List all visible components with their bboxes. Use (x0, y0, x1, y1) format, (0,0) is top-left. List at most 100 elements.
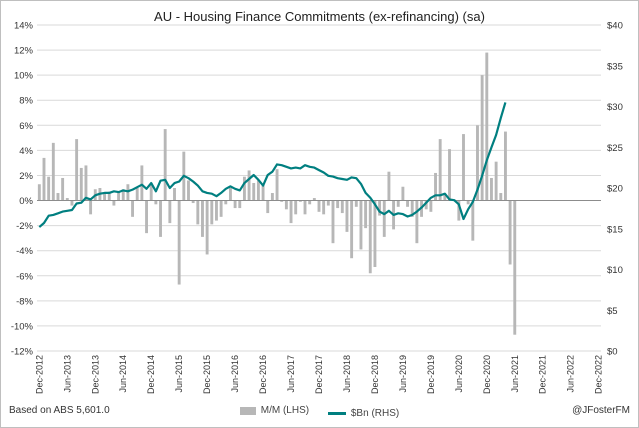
mm-bar (312, 198, 316, 201)
mm-bar (350, 200, 354, 259)
mm-bar (289, 200, 293, 224)
mm-bar (387, 171, 391, 201)
x-tick-label: Dec-2021 (538, 355, 548, 394)
mm-bar (359, 200, 363, 250)
mm-bar (406, 200, 410, 207)
mm-bar (275, 169, 279, 201)
mm-bar (378, 200, 382, 216)
right-tick-label: $35 (607, 61, 623, 72)
left-tick-label: 14% (14, 21, 34, 32)
x-tick-label: Dec-2012 (34, 355, 44, 394)
mm-bar (89, 200, 93, 215)
left-tick-label: 8% (19, 96, 33, 107)
mm-bar (424, 200, 428, 210)
x-tick-label: Dec-2019 (426, 355, 436, 394)
right-tick-label: $10 (607, 265, 623, 276)
mm-bar (117, 191, 121, 201)
mm-bar (303, 200, 307, 215)
mm-bar (256, 180, 260, 201)
x-tick-label: Jun-2013 (62, 355, 72, 393)
legend: M/M (LHS) $Bn (RHS) (1, 405, 638, 419)
x-tick-label: Jun-2017 (286, 355, 296, 393)
mm-bar (401, 186, 405, 201)
mm-bar (513, 200, 517, 335)
mm-bar (163, 129, 167, 201)
mm-bar (187, 180, 190, 201)
right-tick-label: $40 (607, 21, 623, 32)
left-tick-label: -4% (16, 246, 33, 257)
mm-bar (466, 200, 470, 205)
right-tick-label: $25 (607, 143, 623, 154)
x-tick-label: Dec-2020 (482, 355, 492, 394)
credit-note: @JFosterFM (572, 405, 630, 416)
mm-bar (191, 200, 195, 204)
mm-bar (490, 177, 493, 201)
x-tick-label: Jun-2016 (230, 355, 240, 393)
mm-bar (448, 149, 451, 201)
mm-bar (37, 184, 41, 201)
mm-bar (47, 176, 51, 201)
mm-bar (65, 198, 69, 201)
mm-bar (79, 167, 83, 201)
mm-bar (485, 52, 489, 201)
mm-bar (205, 200, 209, 255)
left-tick-label: 12% (14, 46, 34, 57)
mm-bar (112, 200, 116, 206)
right-tick-label: $15 (607, 224, 623, 235)
right-tick-label: $30 (607, 102, 623, 113)
mm-bar (210, 200, 214, 225)
mm-bar (298, 200, 302, 202)
x-tick-label: Jun-2020 (454, 355, 464, 393)
mm-bar (382, 200, 386, 237)
mm-bar (159, 200, 162, 237)
x-tick-label: Jun-2015 (174, 355, 184, 393)
chart-title: AU - Housing Finance Commitments (ex-ref… (154, 9, 485, 24)
mm-bar (317, 200, 321, 212)
mm-bar (308, 200, 312, 205)
mm-bar (145, 200, 148, 234)
mm-bar (415, 200, 419, 244)
mm-bar (242, 176, 246, 201)
left-tick-label: -2% (16, 221, 33, 232)
mm-bar (494, 161, 498, 201)
mm-bar (131, 200, 134, 217)
left-tick-label: -6% (16, 271, 33, 282)
mm-bar (373, 200, 377, 267)
mm-bar (177, 200, 181, 285)
mm-bar (247, 170, 251, 201)
right-tick-label: $0 (607, 347, 618, 358)
mm-bar (326, 200, 330, 206)
mm-bar (70, 200, 74, 206)
mm-bar (51, 142, 55, 201)
mm-bar (438, 139, 442, 201)
right-tick-label: $5 (607, 306, 618, 317)
mm-bar (508, 200, 512, 265)
bn-line (38, 102, 507, 228)
right-tick-label: $20 (607, 184, 623, 195)
mm-bar (261, 184, 265, 201)
mm-bar (135, 188, 139, 201)
mm-bar (331, 200, 335, 244)
source-note: Based on ABS 5,601.0 (9, 405, 110, 416)
mm-bar (368, 200, 372, 274)
left-tick-label: 0% (19, 196, 33, 207)
x-tick-label: Dec-2013 (90, 355, 100, 394)
mm-bar (149, 182, 153, 201)
mm-bar (196, 200, 200, 225)
left-tick-label: 4% (19, 146, 33, 157)
mm-bar (224, 200, 228, 205)
mm-bar (103, 193, 107, 201)
mm-bar (168, 200, 172, 224)
mm-bar (140, 165, 144, 201)
mm-bar (219, 200, 223, 217)
mm-bar (56, 193, 60, 201)
mm-bar (471, 200, 475, 241)
mm-bar (345, 200, 349, 232)
mm-bar (266, 200, 270, 214)
mm-bar (410, 200, 414, 217)
mm-bar (457, 200, 461, 221)
x-tick-label: Jun-2019 (398, 355, 408, 393)
legend-label-line: $Bn (RHS) (350, 407, 400, 419)
mm-bar (340, 200, 344, 214)
